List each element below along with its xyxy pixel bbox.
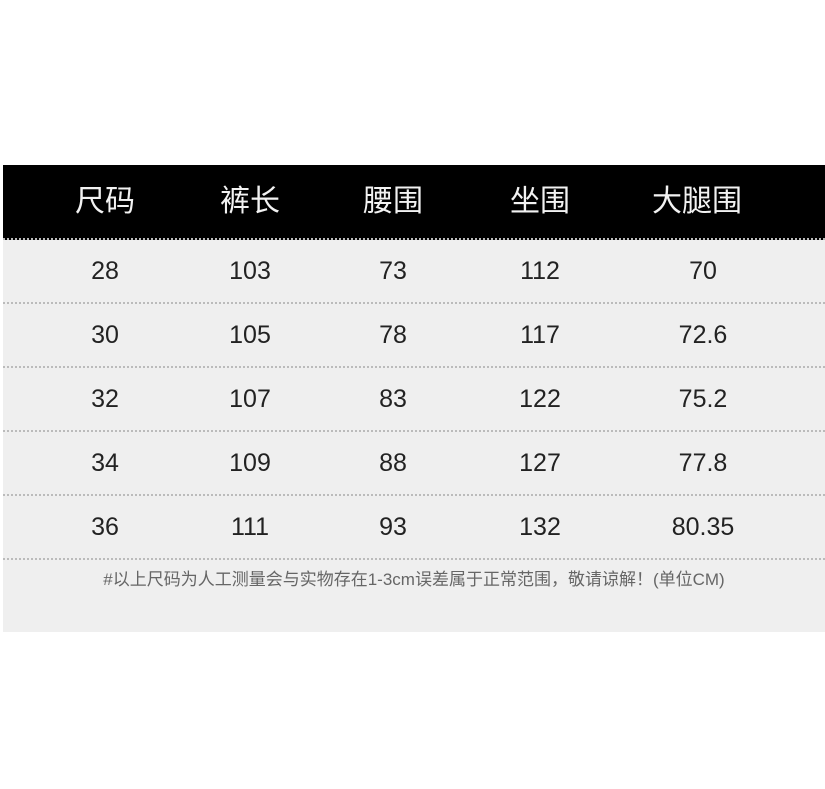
table-cell: 132 xyxy=(519,513,561,541)
table-body: 28 103 73 112 70 30 105 78 117 72.6 32 107 83 122 75.2… xyxy=(3,240,825,632)
table-cell: 112 xyxy=(520,257,560,285)
table-cell: 93 xyxy=(379,513,407,541)
table-cell: 83 xyxy=(379,385,407,413)
header-hip: 坐围 xyxy=(510,185,570,218)
table-cell: 107 xyxy=(229,385,271,413)
table-cell: 127 xyxy=(519,449,561,477)
table-cell: 72.6 xyxy=(678,321,728,349)
table-cell: 109 xyxy=(229,449,271,477)
table-cell: 70 xyxy=(689,257,717,285)
table-cell: 78 xyxy=(379,321,407,349)
table-cell: 105 xyxy=(229,321,271,349)
table-cell: 75.2 xyxy=(678,385,728,413)
table-cell: 117 xyxy=(520,321,560,349)
table-row: 30 105 78 117 72.6 xyxy=(3,304,825,368)
header-waist: 腰围 xyxy=(363,185,423,218)
table-header: 尺码 裤长 腰围 坐围 大腿围 xyxy=(3,165,825,240)
table-row: 32 107 83 122 75.2 xyxy=(3,368,825,432)
header-length: 裤长 xyxy=(220,185,280,218)
size-chart-table: 尺码 裤长 腰围 坐围 大腿围 28 103 73 112 70 30 105 78 117 72… xyxy=(3,165,825,632)
table-cell: 73 xyxy=(379,257,407,285)
table-row: 28 103 73 112 70 xyxy=(3,240,825,304)
header-thigh: 大腿围 xyxy=(652,185,742,218)
header-size: 尺码 xyxy=(75,185,135,218)
table-cell: 36 xyxy=(91,513,119,541)
table-row: 34 109 88 127 77.8 xyxy=(3,432,825,496)
table-cell: 88 xyxy=(379,449,407,477)
measurement-note: #以上尺码为人工测量会与实物存在1-3cm误差属于正常范围，敬请谅解！(单位CM… xyxy=(103,570,725,589)
table-cell: 34 xyxy=(91,449,119,477)
table-cell: 80.35 xyxy=(671,513,735,541)
table-row: 36 111 93 132 80.35 xyxy=(3,496,825,560)
table-cell: 28 xyxy=(91,257,119,285)
table-cell: 103 xyxy=(229,257,271,285)
table-cell: 32 xyxy=(91,385,119,413)
table-cell: 77.8 xyxy=(678,449,728,477)
table-cell: 111 xyxy=(230,513,270,541)
table-cell: 30 xyxy=(91,321,119,349)
table-cell: 122 xyxy=(519,385,561,413)
